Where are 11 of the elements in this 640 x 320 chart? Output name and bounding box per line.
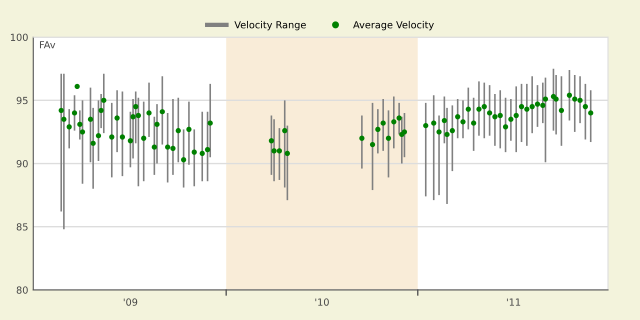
y-axis-title: FAv	[40, 41, 56, 48]
y-tick-label: 95	[16, 96, 28, 104]
y-tick-label: 85	[16, 223, 28, 231]
legend-label: Average Velocity	[353, 20, 434, 30]
y-tick-label: 80	[16, 286, 28, 294]
y-tick-label: 90	[16, 160, 28, 168]
x-tick-label: '09	[124, 298, 138, 306]
legend-label: Velocity Range	[234, 20, 306, 30]
x-tick-label: '10	[315, 298, 329, 306]
x-tick-label: '11	[506, 298, 520, 306]
y-tick-label: 100	[10, 34, 28, 41]
